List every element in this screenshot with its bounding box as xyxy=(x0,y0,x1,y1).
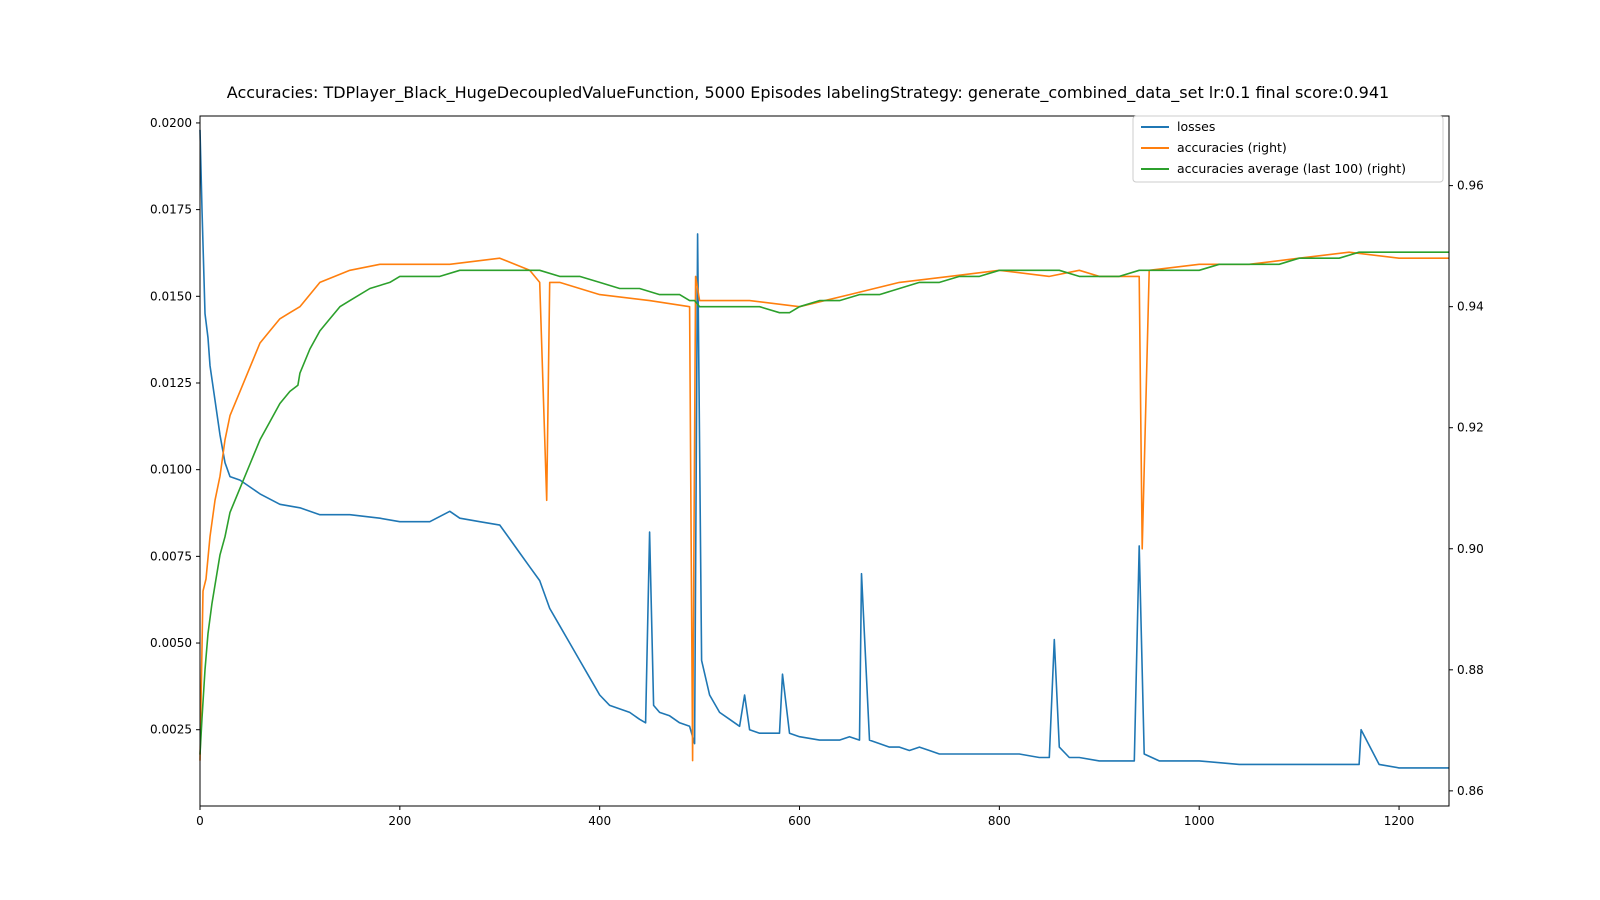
legend-label-accuracies: accuracies (right) xyxy=(1177,140,1287,155)
y-tick-label-right: 0.86 xyxy=(1457,784,1484,798)
legend: losses accuracies (right) accuracies ave… xyxy=(1132,115,1444,183)
y-tick-label-right: 0.88 xyxy=(1457,663,1484,677)
x-tick-label: 1000 xyxy=(1184,814,1215,828)
y-tick-label-left: 0.0150 xyxy=(150,289,192,303)
x-tick-label: 600 xyxy=(788,814,811,828)
series-layer xyxy=(199,129,1449,769)
y-tick-label-right: 0.94 xyxy=(1457,300,1484,314)
legend-box xyxy=(1132,115,1444,183)
legend-label-losses: losses xyxy=(1177,119,1215,134)
y-tick-label-left: 0.0050 xyxy=(150,636,192,650)
y-tick-label-left: 0.0025 xyxy=(150,723,192,737)
x-tick-label: 200 xyxy=(388,814,411,828)
x-tick-label: 0 xyxy=(196,814,204,828)
series-line-losses xyxy=(199,129,1449,769)
plot-frame xyxy=(199,115,1450,807)
y-tick-label-left: 0.0075 xyxy=(150,549,192,563)
legend-label-accuracies-average: accuracies average (last 100) (right) xyxy=(1177,161,1406,176)
axes-layer: 0 200 400 600 800 1000 1200 0.0025 0.0050 0.0075 0… xyxy=(150,116,1484,828)
y-tick-label-right: 0.92 xyxy=(1457,421,1484,435)
chart-title: Accuracies: TDPlayer_Black_HugeDecoupled… xyxy=(227,83,1389,103)
series-line-accuracies xyxy=(199,251,1449,762)
x-tick-label: 800 xyxy=(988,814,1011,828)
y-tick-label-left: 0.0200 xyxy=(150,116,192,130)
y-tick-label-left: 0.0125 xyxy=(150,376,192,390)
y-tick-label-left: 0.0175 xyxy=(150,203,192,217)
y-tick-label-left: 0.0100 xyxy=(150,463,192,477)
x-tick-label: 1200 xyxy=(1384,814,1415,828)
y-tick-label-right: 0.90 xyxy=(1457,542,1484,556)
y-tick-label-right: 0.96 xyxy=(1457,179,1484,193)
x-tick-label: 400 xyxy=(588,814,611,828)
series-line-accuracies-average xyxy=(199,251,1449,755)
